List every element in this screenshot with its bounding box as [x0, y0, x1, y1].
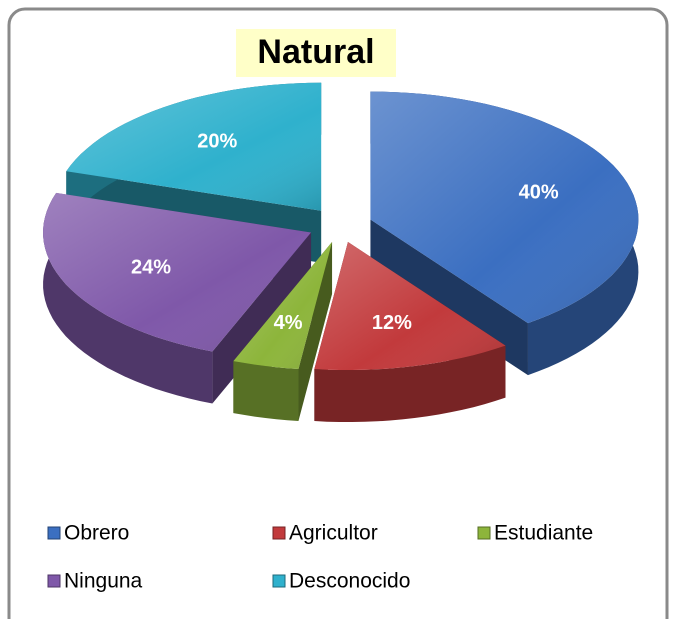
legend-swatch	[47, 526, 61, 540]
slice-shine	[370, 91, 639, 324]
value-label: 24%	[131, 257, 171, 279]
title-box	[236, 29, 396, 77]
slice: 12%	[314, 242, 506, 422]
slice-shine	[43, 192, 312, 352]
legend-label: Desconocido	[289, 570, 410, 593]
value-label: 4%	[274, 312, 303, 334]
pie: 20% 40% 24% 12% 4%	[43, 82, 639, 422]
legend-label: Obrero	[64, 522, 129, 545]
slice-rim	[233, 361, 299, 421]
value-label: 12%	[372, 312, 412, 334]
legend-swatch	[477, 526, 491, 540]
legend-swatch	[47, 574, 61, 588]
slice-shine	[314, 242, 506, 370]
legend: Obrero Agricultor Estudiante Ninguna Descono…	[47, 522, 593, 593]
slice-shine	[66, 82, 322, 211]
legend-swatch	[272, 526, 286, 540]
legend-label: Ninguna	[64, 570, 143, 593]
slice: 40%	[370, 91, 639, 376]
legend-swatch	[272, 574, 286, 588]
value-label: 20%	[197, 131, 237, 153]
legend-label: Agricultor	[289, 522, 378, 545]
legend-label: Estudiante	[494, 522, 593, 545]
slice-rim	[43, 192, 213, 404]
slice: 4%	[233, 242, 333, 422]
slice-shine	[233, 242, 333, 369]
slice-rim	[314, 345, 506, 422]
chart-title: Natural	[257, 33, 374, 71]
value-label: 40%	[519, 182, 559, 204]
